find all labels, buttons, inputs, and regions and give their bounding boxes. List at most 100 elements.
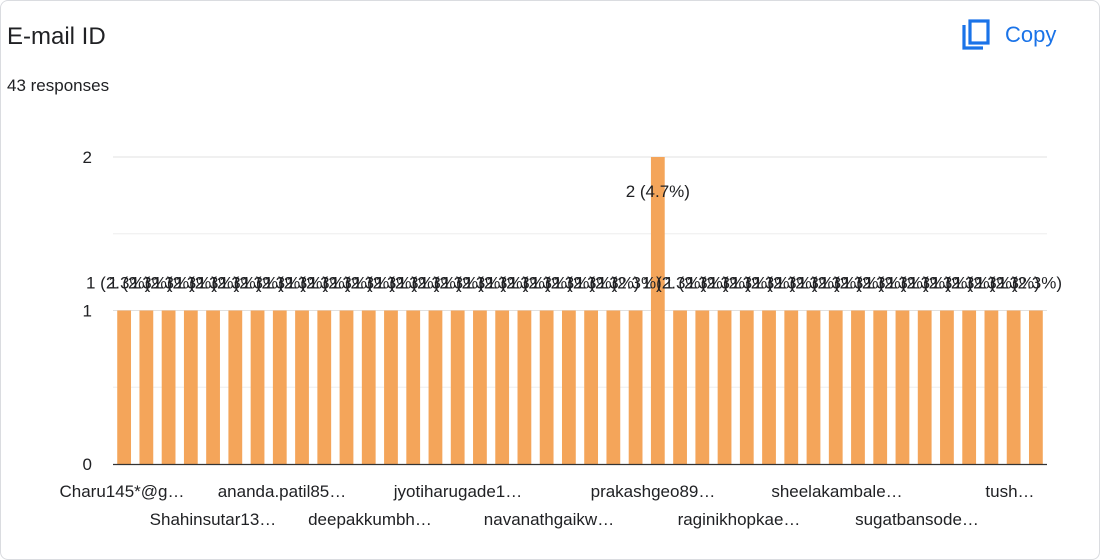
bar bbox=[428, 310, 443, 464]
bar bbox=[250, 310, 265, 464]
response-count: 43 responses bbox=[7, 76, 110, 95]
x-tick-label: ananda.patil85… bbox=[218, 482, 347, 501]
bar bbox=[784, 310, 799, 464]
bar bbox=[584, 310, 599, 464]
bar-value-label: 1 (2.3%) bbox=[108, 274, 172, 293]
x-tick-label: Charu145*@g… bbox=[60, 482, 185, 501]
bar bbox=[695, 310, 710, 464]
bar-value-label: 1 (2.3%) bbox=[509, 274, 573, 293]
bar bbox=[851, 310, 865, 464]
question-title: E-mail ID bbox=[7, 23, 106, 50]
bar bbox=[228, 310, 243, 464]
bar bbox=[272, 310, 287, 464]
bar-value-label: 1 (2.3%) bbox=[798, 274, 862, 293]
bar-value-label: 1 (2.3%) bbox=[264, 274, 328, 293]
bar-value-label: 1 (2.3%) bbox=[242, 274, 306, 293]
bar-value-label: 1 (2.3%) bbox=[86, 274, 150, 293]
bar bbox=[717, 310, 732, 464]
bar-value-label: 1 (2.3%) bbox=[909, 274, 973, 293]
bar bbox=[1006, 310, 1021, 464]
bar-value-label: 1 (2.3%) bbox=[420, 274, 484, 293]
bar-value-label: 1 (2.3%) bbox=[486, 274, 550, 293]
bar-value-label: 1 (2.3%) bbox=[842, 274, 906, 293]
bar-value-label: 1 (2.3%) bbox=[642, 274, 706, 293]
bar bbox=[673, 310, 687, 464]
bar bbox=[517, 310, 532, 464]
x-tick-label: sugatbansode… bbox=[855, 510, 979, 529]
bar bbox=[450, 310, 465, 464]
bar-value-label: 1 (2.3%) bbox=[353, 274, 417, 293]
bar-value-label: 1 (2.3%) bbox=[998, 274, 1062, 293]
peak-bar-value-label: 2 (4.7%) bbox=[626, 182, 690, 201]
bar bbox=[361, 310, 376, 464]
bar bbox=[895, 310, 910, 464]
bar-value-label: 1 (2.3%) bbox=[709, 274, 773, 293]
bar bbox=[539, 310, 554, 464]
copy-chart-button[interactable]: Copy bbox=[961, 19, 1056, 51]
x-tick-label: jyotiharugade1… bbox=[393, 482, 523, 501]
y-tick-label: 2 bbox=[83, 148, 92, 167]
bar-value-label: 1 (2.3%) bbox=[976, 274, 1040, 293]
bar-value-label: 1 (2.3%) bbox=[931, 274, 995, 293]
x-tick-label: sheelakambale… bbox=[771, 482, 902, 501]
bar-value-label: 1 (2.3%) bbox=[130, 274, 194, 293]
bar bbox=[828, 310, 843, 464]
x-tick-label: tush… bbox=[985, 482, 1034, 501]
bar-value-label: 1 (2.3%) bbox=[375, 274, 439, 293]
bar bbox=[317, 310, 332, 464]
y-tick-label: 1 bbox=[83, 302, 92, 321]
bar bbox=[561, 310, 576, 464]
bar bbox=[962, 310, 977, 464]
bar-value-label: 1 (2.3%) bbox=[553, 274, 617, 293]
bar bbox=[473, 310, 487, 464]
bar bbox=[917, 310, 932, 464]
bar-value-label: 1 (2.3%) bbox=[197, 274, 261, 293]
bar bbox=[406, 310, 421, 464]
bar-value-label: 1 (2.3%) bbox=[820, 274, 884, 293]
bar bbox=[873, 310, 888, 464]
bar-value-label: 1 (2.3%) bbox=[442, 274, 506, 293]
bar bbox=[1028, 310, 1043, 464]
copy-icon bbox=[961, 19, 991, 51]
bar bbox=[940, 310, 954, 464]
bar-value-label: 1 (2.3%) bbox=[664, 274, 728, 293]
bar bbox=[650, 157, 665, 464]
bar bbox=[628, 310, 643, 464]
bar-value-label: 1 (2.3%) bbox=[397, 274, 461, 293]
bar-value-label: 1 (2.3%) bbox=[153, 274, 217, 293]
copy-label: Copy bbox=[1005, 22, 1057, 47]
x-tick-label: deepakkumbh… bbox=[308, 510, 432, 529]
bar bbox=[161, 310, 176, 464]
bar-value-label: 1 (2.3%) bbox=[308, 274, 372, 293]
bar-value-label: 1 (2.3%) bbox=[953, 274, 1017, 293]
bar-value-label: 1 (2.3%) bbox=[219, 274, 283, 293]
bar bbox=[739, 310, 754, 464]
bar-value-label: 1 (2.3%) bbox=[731, 274, 795, 293]
bar-value-label: 1 (2.3%) bbox=[775, 274, 839, 293]
bar-value-label: 1 (2.3%) bbox=[686, 274, 750, 293]
bar bbox=[295, 310, 309, 464]
bar-value-label: 1 (2.3%) bbox=[175, 274, 239, 293]
bar bbox=[984, 310, 999, 464]
bar bbox=[384, 310, 398, 464]
bar bbox=[806, 310, 821, 464]
x-tick-label: Shahinsutar13… bbox=[150, 510, 277, 529]
bar bbox=[183, 310, 198, 464]
bar-value-label: 1 (2.3%) bbox=[864, 274, 928, 293]
bar-value-label: 1 (2.3%) bbox=[887, 274, 951, 293]
bar-value-label: 1 (2.3%) bbox=[753, 274, 817, 293]
y-tick-label: 0 bbox=[83, 455, 92, 474]
x-tick-label: raginikhopkae… bbox=[678, 510, 801, 529]
bar-value-label: 1 (2.3%) bbox=[286, 274, 350, 293]
bar bbox=[606, 310, 621, 464]
bar bbox=[762, 310, 776, 464]
bar-value-label: 1 (2.3%) bbox=[597, 274, 661, 293]
bar-value-label: 1 (2.3%) bbox=[331, 274, 395, 293]
bar-value-label: 1 (2.3%) bbox=[575, 274, 639, 293]
bar-value-label: 1 (2.3%) bbox=[464, 274, 528, 293]
bar bbox=[495, 310, 510, 464]
bar bbox=[139, 310, 154, 464]
bar bbox=[339, 310, 354, 464]
